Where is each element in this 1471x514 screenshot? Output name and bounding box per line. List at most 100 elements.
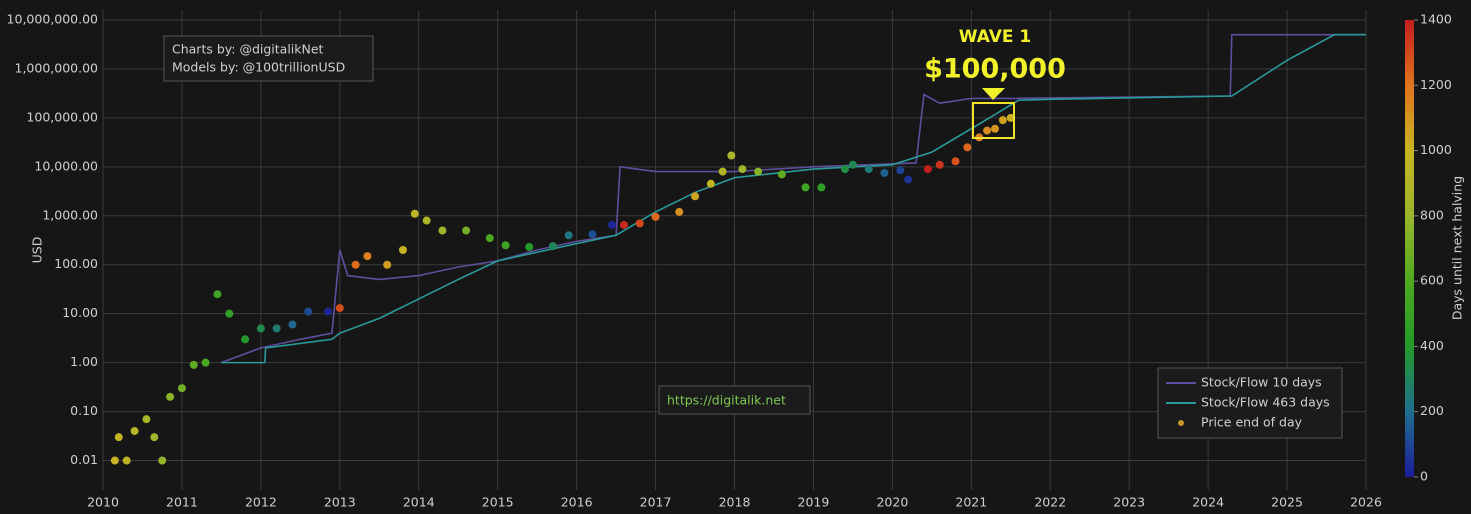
price-point bbox=[122, 456, 131, 465]
y-tick-label: 1,000,000.00 bbox=[15, 60, 99, 75]
colorbar-tick-label: 200 bbox=[1420, 403, 1444, 418]
price-point bbox=[841, 165, 850, 174]
price-point bbox=[383, 260, 392, 269]
price-point bbox=[998, 116, 1007, 125]
price-point bbox=[398, 246, 407, 254]
y-tick-label: 10,000.00 bbox=[34, 158, 98, 173]
price-point bbox=[588, 230, 597, 239]
price-point bbox=[304, 307, 313, 316]
price-point bbox=[777, 170, 786, 179]
price-point bbox=[225, 309, 234, 318]
legend-swatch bbox=[1178, 420, 1184, 426]
colorbar-tick-label: 1200 bbox=[1420, 77, 1452, 92]
colorbar-title: Days until next halving bbox=[1450, 176, 1465, 320]
price-point bbox=[142, 415, 151, 424]
price-point bbox=[864, 165, 873, 174]
price-point bbox=[564, 231, 573, 240]
x-tick-label: 2022 bbox=[1034, 495, 1066, 510]
legend-label: Stock/Flow 463 days bbox=[1201, 395, 1330, 410]
price-point bbox=[110, 456, 119, 465]
price-point bbox=[608, 220, 617, 229]
legend-label: Price end of day bbox=[1201, 415, 1303, 430]
colorbar-tick-label: 600 bbox=[1420, 273, 1444, 288]
price-point bbox=[990, 124, 999, 133]
price-point bbox=[880, 168, 889, 177]
price-point bbox=[817, 183, 826, 192]
price-point bbox=[201, 358, 210, 367]
x-tick-label: 2026 bbox=[1350, 495, 1382, 510]
price-point bbox=[177, 384, 186, 393]
price-point bbox=[848, 160, 857, 169]
x-tick-label: 2017 bbox=[640, 495, 672, 510]
legend-label: Stock/Flow 10 days bbox=[1201, 375, 1322, 390]
y-tick-label: 1,000.00 bbox=[42, 207, 98, 222]
price-point bbox=[801, 183, 810, 192]
price-point bbox=[438, 226, 447, 235]
y-tick-label: 100,000.00 bbox=[26, 109, 98, 124]
price-point bbox=[754, 167, 763, 176]
price-point bbox=[256, 324, 265, 333]
price-point bbox=[727, 151, 736, 160]
price-point bbox=[525, 243, 534, 252]
y-tick-label: 100.00 bbox=[54, 256, 98, 271]
price-point bbox=[548, 242, 557, 251]
price-point bbox=[422, 216, 431, 225]
url: https://digitalik.net bbox=[667, 393, 786, 408]
x-tick-label: 2020 bbox=[876, 495, 908, 510]
price-point bbox=[935, 160, 944, 169]
price-point bbox=[166, 392, 175, 401]
y-tick-label: 10,000,000.00 bbox=[7, 11, 98, 26]
y-tick-label: 0.10 bbox=[70, 403, 98, 418]
price-point bbox=[485, 234, 494, 243]
price-point bbox=[983, 126, 992, 135]
credit-models: Models by: @100trillionUSD bbox=[172, 60, 345, 75]
price-point bbox=[335, 304, 344, 313]
colorbar-tick-label: 800 bbox=[1420, 207, 1444, 222]
price-point bbox=[288, 320, 297, 329]
price-point bbox=[963, 143, 972, 152]
price-point bbox=[363, 252, 372, 261]
y-tick-label: 10.00 bbox=[62, 305, 98, 320]
price-point bbox=[691, 192, 700, 201]
model-line bbox=[221, 33, 1366, 364]
highlight-box bbox=[972, 102, 1015, 139]
price-point bbox=[718, 167, 727, 176]
colorbar-tick-label: 1000 bbox=[1420, 142, 1452, 157]
price-point bbox=[114, 433, 123, 442]
price-point bbox=[130, 427, 139, 436]
colorbar-tick-label: 400 bbox=[1420, 338, 1444, 353]
x-tick-label: 2016 bbox=[561, 495, 593, 510]
wave-label: WAVE 1 bbox=[959, 27, 1032, 47]
price-point bbox=[1006, 113, 1015, 122]
url-box bbox=[658, 385, 811, 415]
x-tick-label: 2011 bbox=[166, 495, 198, 510]
x-tick-label: 2014 bbox=[403, 495, 435, 510]
price-point bbox=[706, 179, 715, 188]
price-point bbox=[272, 324, 281, 333]
x-tick-label: 2021 bbox=[955, 495, 987, 510]
colorbar bbox=[1405, 20, 1414, 477]
x-tick-label: 2023 bbox=[1113, 495, 1145, 510]
x-tick-label: 2012 bbox=[245, 495, 277, 510]
price-point bbox=[651, 212, 660, 221]
price-point bbox=[150, 433, 159, 442]
price-point bbox=[189, 360, 198, 369]
price-point bbox=[923, 165, 932, 174]
colorbar-tick-label: 0 bbox=[1420, 469, 1428, 484]
price-point bbox=[410, 209, 419, 218]
y-tick-label: 1.00 bbox=[70, 354, 98, 369]
price-point bbox=[462, 226, 471, 235]
credit-box bbox=[163, 35, 374, 82]
price-point bbox=[619, 220, 628, 229]
price-point bbox=[904, 175, 913, 184]
x-tick-label: 2018 bbox=[719, 495, 751, 510]
x-tick-label: 2010 bbox=[87, 495, 119, 510]
price-point bbox=[351, 260, 360, 269]
arrow bbox=[982, 88, 1005, 100]
price-point bbox=[323, 307, 332, 316]
x-tick-label: 2015 bbox=[482, 495, 514, 510]
x-tick-label: 2019 bbox=[798, 495, 830, 510]
price-point bbox=[635, 219, 644, 228]
